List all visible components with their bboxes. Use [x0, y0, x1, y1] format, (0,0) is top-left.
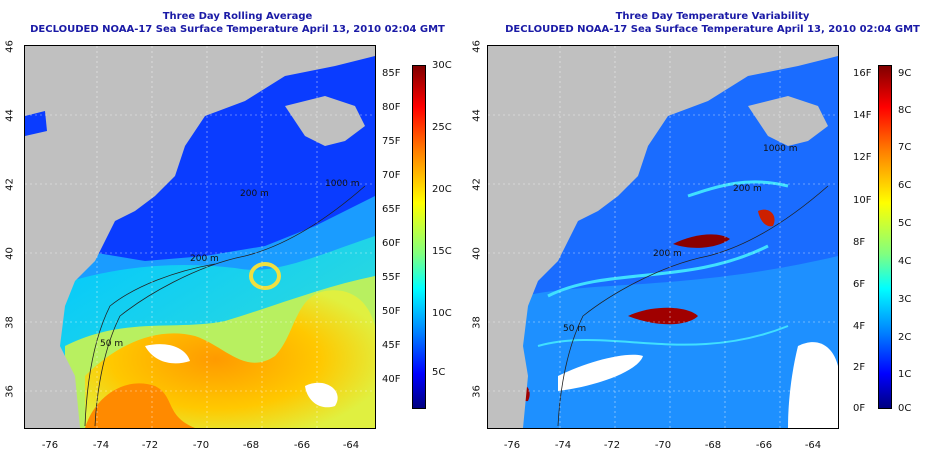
lon-tick: -70	[192, 440, 210, 451]
contour-label: 1000 m	[763, 144, 798, 154]
cb-c-label: 8C	[898, 105, 912, 116]
cb-f-label: 16F	[853, 68, 872, 79]
cb-c-label: 5C	[432, 367, 446, 378]
lon-tick: -68	[242, 440, 260, 451]
cb-f-label: 80F	[382, 102, 401, 113]
right-title: Three Day Temperature Variability	[615, 11, 810, 22]
contour-label: 200 m	[240, 189, 269, 199]
lat-tick-46: 46	[4, 40, 16, 53]
cb-f-label: 75F	[382, 136, 401, 147]
lat-tick-42: 42	[471, 178, 483, 191]
lat-tick-38: 38	[471, 316, 483, 329]
cb-c-label: 4C	[898, 256, 912, 267]
lon-tick: -68	[704, 440, 722, 451]
lon-tick: -66	[293, 440, 311, 451]
cb-f-label: 6F	[853, 279, 866, 290]
cb-f-label: 12F	[853, 152, 872, 163]
cb-f-label: 65F	[382, 204, 401, 215]
cb-c-label: 2C	[898, 332, 912, 343]
cb-c-label: 10C	[432, 308, 452, 319]
cb-c-label: 1C	[898, 369, 912, 380]
left-subtitle: DECLOUDED NOAA-17 Sea Surface Temperatur…	[30, 24, 445, 35]
cb-c-label: 30C	[432, 60, 452, 71]
lat-tick-42: 42	[4, 178, 16, 191]
lat-tick-44: 44	[471, 109, 483, 122]
lat-tick-46: 46	[471, 40, 483, 53]
lon-tick: -66	[755, 440, 773, 451]
right-variability-map: 200 m 1000 m 200 m 50 m	[487, 45, 839, 429]
left-title: Three Day Rolling Average	[162, 11, 313, 22]
cb-f-label: 85F	[382, 68, 401, 79]
lon-tick: -76	[503, 440, 521, 451]
lat-tick-44: 44	[4, 109, 16, 122]
contour-label: 1000 m	[325, 179, 360, 189]
left-colorbar	[412, 65, 426, 409]
cb-f-label: 4F	[853, 321, 866, 332]
lat-tick-36: 36	[471, 385, 483, 398]
cb-f-label: 50F	[382, 306, 401, 317]
cb-f-label: 0F	[853, 403, 866, 414]
contour-label: 200 m	[190, 254, 219, 264]
lat-tick-36: 36	[4, 385, 16, 398]
lon-tick: -72	[603, 440, 621, 451]
right-subtitle: DECLOUDED NOAA-17 Sea Surface Temperatur…	[505, 24, 920, 35]
cb-c-label: 25C	[432, 122, 452, 133]
cb-f-label: 10F	[853, 195, 872, 206]
cb-f-label: 14F	[853, 110, 872, 121]
cb-c-label: 7C	[898, 142, 912, 153]
cb-c-label: 15C	[432, 246, 452, 257]
cb-f-label: 8F	[853, 237, 866, 248]
cb-f-label: 40F	[382, 374, 401, 385]
cb-f-label: 60F	[382, 238, 401, 249]
right-map-image: 200 m 1000 m 200 m 50 m	[488, 46, 838, 428]
right-colorbar	[878, 65, 892, 409]
cb-c-label: 20C	[432, 184, 452, 195]
contour-label: 50 m	[100, 339, 123, 349]
cb-c-label: 9C	[898, 68, 912, 79]
right-map-panel: Three Day Temperature Variability DECLOU…	[471, 0, 950, 475]
lon-tick: -64	[804, 440, 822, 451]
left-sst-map: 200 m 200 m 1000 m 50 m	[24, 45, 376, 429]
cb-f-label: 2F	[853, 362, 866, 373]
cb-c-label: 3C	[898, 294, 912, 305]
lat-tick-40: 40	[4, 247, 16, 260]
lon-tick: -74	[92, 440, 110, 451]
contour-label: 200 m	[653, 249, 682, 259]
cb-c-label: 6C	[898, 180, 912, 191]
contour-label: 50 m	[563, 324, 586, 334]
lon-tick: -74	[554, 440, 572, 451]
lon-tick: -76	[41, 440, 59, 451]
lon-tick: -70	[654, 440, 672, 451]
left-map-image: 200 m 200 m 1000 m 50 m	[25, 46, 375, 428]
cb-f-label: 70F	[382, 170, 401, 181]
lat-tick-38: 38	[4, 316, 16, 329]
lon-tick: -72	[141, 440, 159, 451]
cb-f-label: 55F	[382, 272, 401, 283]
contour-label: 200 m	[733, 184, 762, 194]
cb-f-label: 45F	[382, 340, 401, 351]
left-map-panel: Three Day Rolling Average DECLOUDED NOAA…	[4, 11, 452, 451]
cb-c-label: 5C	[898, 218, 912, 229]
lon-tick: -64	[342, 440, 360, 451]
cb-c-label: 0C	[898, 403, 912, 414]
lat-tick-40: 40	[471, 247, 483, 260]
